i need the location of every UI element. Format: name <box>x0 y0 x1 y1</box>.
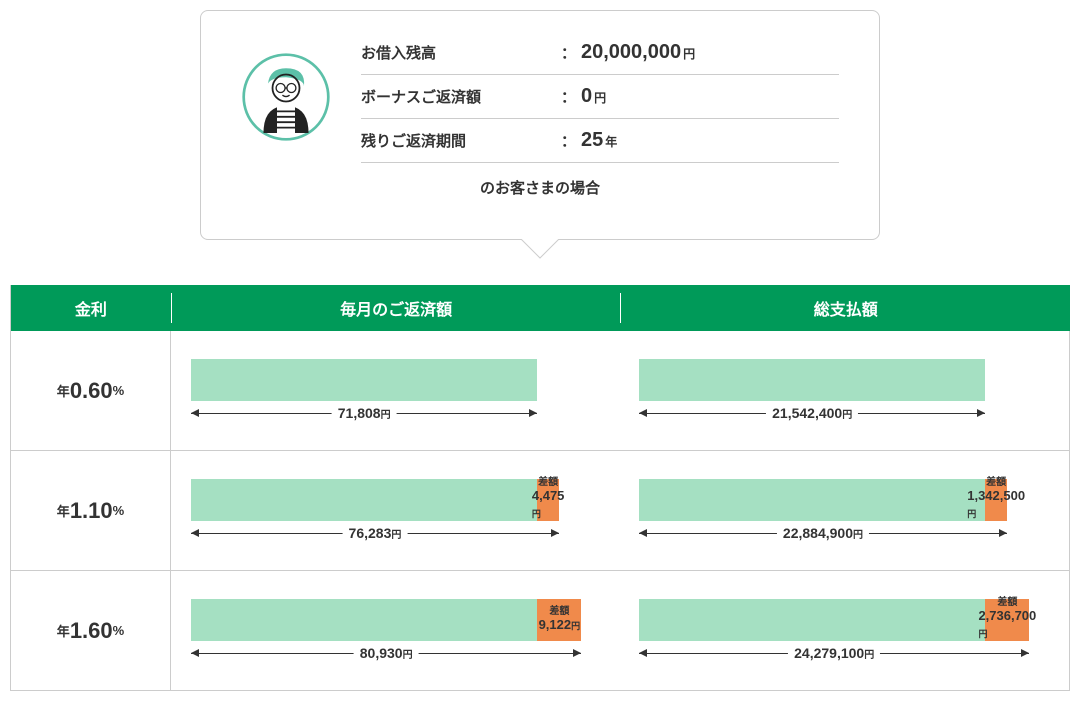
avatar <box>241 52 331 142</box>
table-body: 年0.60%71,808円21,542,400円年1.10%差額4,475円76… <box>11 331 1070 691</box>
info-label: お借入残高 <box>361 42 561 63</box>
bar-base <box>191 599 537 641</box>
diff-value: 1,342,500円 <box>967 488 1025 522</box>
measure: 80,930円 <box>191 644 581 662</box>
measure-unit: 円 <box>381 410 391 421</box>
table-header: 金利 毎月のご返済額 総支払額 <box>11 285 1070 331</box>
bar-group: 71,808円 <box>191 359 601 422</box>
td-bars: 差額4,475円76,283円差額1,342,500円22,884,900円 <box>171 451 1070 570</box>
bar-stack <box>639 359 1049 401</box>
measure-text: 24,279,100円 <box>788 645 880 661</box>
td-bars: 差額9,122円80,930円差額2,736,700円24,279,100円 <box>171 571 1070 690</box>
bar-group: 差額2,736,700円 24,279,100円 <box>639 599 1049 662</box>
measure-unit: 円 <box>842 410 852 421</box>
td-rate: 年1.10% <box>11 451 171 570</box>
rate-value: 0.60 <box>70 378 113 404</box>
diff-label: 差額 <box>549 607 569 617</box>
bar-stack: 差額1,342,500円 <box>639 479 1049 521</box>
info-unit: 年 <box>605 133 617 150</box>
measure-text: 80,930円 <box>354 645 419 661</box>
bar-group: 差額9,122円 80,930円 <box>191 599 601 662</box>
bar-group: 差額1,342,500円 22,884,900円 <box>639 479 1049 542</box>
diff-label: 差額 <box>538 478 558 488</box>
diff-value: 9,122円 <box>539 617 581 634</box>
info-row: お借入残高 ： 20,000,000 円 <box>361 31 839 75</box>
bar-stack <box>191 359 601 401</box>
comparison-table: 金利 毎月のご返済額 総支払額 年0.60%71,808円21,542,400円… <box>10 285 1070 691</box>
bar-stack: 差額4,475円 <box>191 479 601 521</box>
info-value: 0 <box>581 85 592 108</box>
th-total: 総支払額 <box>621 285 1070 331</box>
table-row: 年1.10%差額4,475円76,283円差額1,342,500円22,884,… <box>11 451 1070 571</box>
bar-base <box>639 359 985 401</box>
diff-value: 4,475円 <box>532 488 565 522</box>
bar-stack: 差額2,736,700円 <box>639 599 1049 641</box>
chevron-down-icon <box>520 238 560 260</box>
diff-unit: 円 <box>978 629 987 639</box>
measure-unit: 円 <box>391 530 401 541</box>
measure-text: 21,542,400円 <box>766 405 858 421</box>
table-row: 年0.60% 71,808円 21,542,400円 <box>11 331 1070 451</box>
measure-text: 22,884,900円 <box>777 525 869 541</box>
info-colon: ： <box>561 130 581 151</box>
measure-text: 76,283円 <box>343 525 408 541</box>
info-row: 残りご返済期間 ： 25 年 <box>361 119 839 163</box>
info-row: ボーナスご返済額 ： 0 円 <box>361 75 839 119</box>
info-top: お借入残高 ： 20,000,000 円 ボーナスご返済額 ： 0 円 残りご返… <box>241 31 839 163</box>
bar-base <box>639 479 985 521</box>
diff-label: 差額 <box>997 598 1017 608</box>
rate-prefix: 年 <box>57 501 70 520</box>
th-monthly: 毎月のご返済額 <box>172 285 621 331</box>
measure-text: 71,808円 <box>332 405 397 421</box>
bar-base <box>639 599 985 641</box>
info-unit: 円 <box>594 89 606 106</box>
bar-group: 21,542,400円 <box>639 359 1049 422</box>
diff-value: 2,736,700円 <box>978 608 1036 642</box>
rate-suffix: % <box>113 383 125 398</box>
table-row: 年1.60%差額9,122円80,930円差額2,736,700円24,279,… <box>11 571 1070 691</box>
measure: 21,542,400円 <box>639 404 985 422</box>
td-bars: 71,808円 21,542,400円 <box>171 331 1070 450</box>
customer-info-card: お借入残高 ： 20,000,000 円 ボーナスご返済額 ： 0 円 残りご返… <box>200 10 880 240</box>
bar-base <box>191 479 537 521</box>
avatar-icon <box>241 52 331 142</box>
rate-value: 1.60 <box>70 618 113 644</box>
diff-unit: 円 <box>532 509 541 519</box>
diff-unit: 円 <box>571 621 580 631</box>
td-rate: 年0.60% <box>11 331 171 450</box>
info-value: 20,000,000 <box>581 41 681 64</box>
info-unit: 円 <box>683 45 695 62</box>
info-colon: ： <box>561 42 581 63</box>
bar-diff: 差額2,736,700円 <box>985 599 1029 641</box>
measure: 76,283円 <box>191 524 559 542</box>
th-rate: 金利 <box>11 285 171 331</box>
measure-unit: 円 <box>853 530 863 541</box>
td-rate: 年1.60% <box>11 571 171 690</box>
diff-unit: 円 <box>967 509 976 519</box>
info-value: 25 <box>581 129 603 152</box>
measure-unit: 円 <box>864 650 874 661</box>
rate-prefix: 年 <box>57 381 70 400</box>
info-label: 残りご返済期間 <box>361 130 561 151</box>
rate-suffix: % <box>113 503 125 518</box>
measure: 71,808円 <box>191 404 537 422</box>
bar-base <box>191 359 537 401</box>
rate-suffix: % <box>113 623 125 638</box>
bar-diff: 差額4,475円 <box>537 479 559 521</box>
rate-value: 1.10 <box>70 498 113 524</box>
bar-diff: 差額1,342,500円 <box>985 479 1007 521</box>
diff-label: 差額 <box>986 478 1006 488</box>
info-colon: ： <box>561 86 581 107</box>
info-footer: のお客さまの場合 <box>241 163 839 198</box>
rate-prefix: 年 <box>57 621 70 640</box>
bar-stack: 差額9,122円 <box>191 599 601 641</box>
bar-group: 差額4,475円 76,283円 <box>191 479 601 542</box>
measure: 22,884,900円 <box>639 524 1007 542</box>
info-rows: お借入残高 ： 20,000,000 円 ボーナスご返済額 ： 0 円 残りご返… <box>361 31 839 163</box>
measure: 24,279,100円 <box>639 644 1029 662</box>
info-label: ボーナスご返済額 <box>361 86 561 107</box>
bar-diff: 差額9,122円 <box>537 599 581 641</box>
measure-unit: 円 <box>403 650 413 661</box>
